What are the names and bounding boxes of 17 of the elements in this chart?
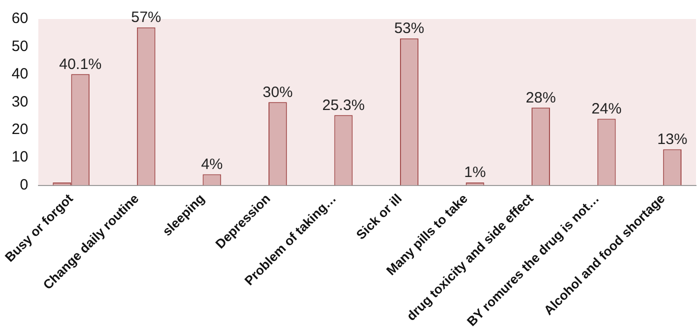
y-tick-label: 20: [12, 121, 28, 138]
data-label: 4%: [201, 156, 223, 173]
y-tick-label: 60: [12, 10, 28, 28]
y-tick-label: 0: [20, 176, 28, 194]
y-tick-label: 10: [12, 148, 28, 166]
data-label: 57%: [131, 8, 162, 26]
y-tick-label: 30: [12, 93, 28, 110]
data-label: 13%: [657, 130, 688, 148]
data-label: 1%: [464, 164, 486, 182]
data-label: 28%: [526, 89, 556, 106]
y-tick-label: 40: [12, 66, 28, 83]
data-label: 30%: [262, 84, 293, 101]
data-label: 24%: [592, 100, 622, 118]
y-tick-label: 50: [12, 38, 28, 55]
data-label: 25.3%: [322, 96, 365, 114]
data-label: 40.1%: [59, 56, 102, 73]
data-label: 53%: [394, 20, 424, 38]
